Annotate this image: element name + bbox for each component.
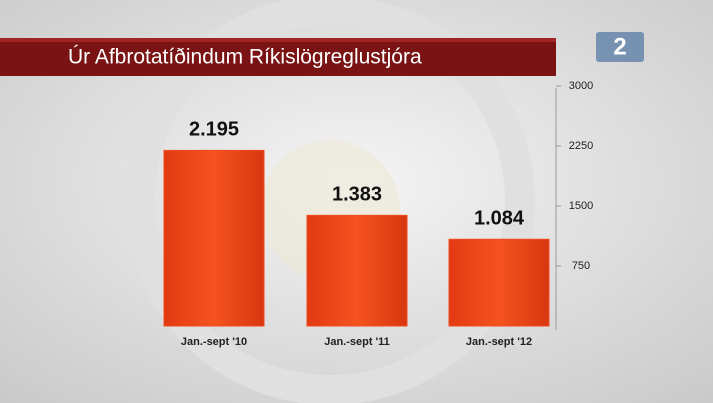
y-tick-label: 1500	[569, 200, 593, 212]
value-label: 2.195	[189, 119, 239, 141]
bar	[163, 149, 265, 327]
x-tick-label: Jan.-sept '11	[324, 336, 390, 348]
value-label: 1.383	[332, 184, 382, 206]
bar	[448, 238, 550, 327]
channel-logo-box	[596, 32, 644, 62]
chart-title: Úr Afbrotatíðindum Ríkislögreglustjóra	[68, 46, 422, 69]
title-bar-highlight	[0, 38, 556, 42]
y-tick-label: 2250	[569, 140, 593, 152]
channel-logo: 2	[613, 33, 626, 60]
bar	[306, 214, 408, 327]
x-tick-label: Jan.-sept '10	[181, 336, 247, 348]
x-tick-label: Jan.-sept '12	[466, 336, 532, 348]
y-tick-label: 3000	[569, 80, 593, 92]
globe-decoration	[125, 0, 535, 403]
title-bar	[0, 38, 556, 76]
value-label: 1.084	[474, 208, 525, 230]
y-tick-label: 750	[572, 260, 590, 272]
